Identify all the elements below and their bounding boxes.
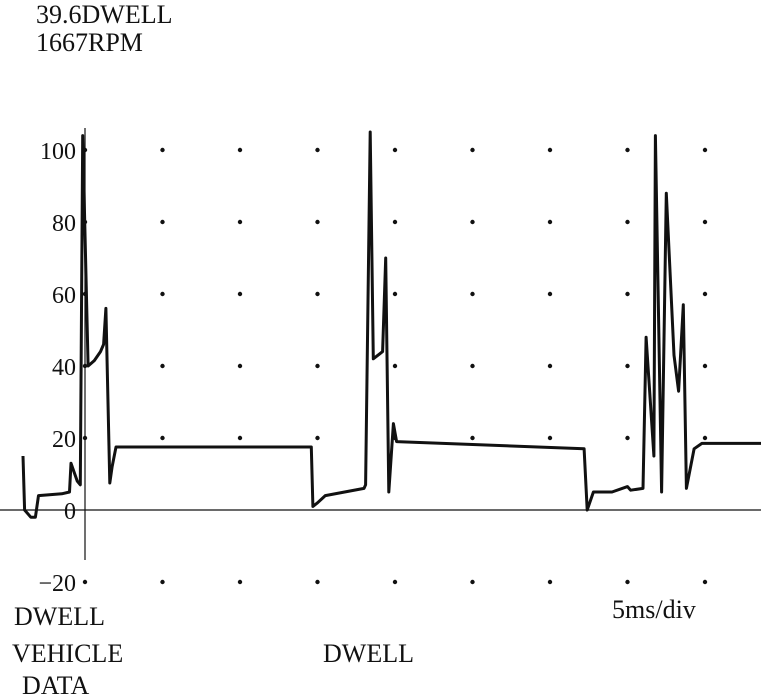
grid-dot [702,219,708,225]
dwell-center-label: DWELL [323,639,414,668]
grid-dot [237,291,243,297]
grid-dot [702,147,708,153]
y-tick-label: 20 [52,427,76,453]
rpm-readout: 1667RPM [36,28,143,57]
grid-dot [237,435,243,441]
grid-dot [160,147,165,153]
grid-dot [82,579,88,585]
grid-dot [702,291,708,297]
grid-dot [470,579,475,585]
grid-dot [315,291,320,297]
grid-dots [82,147,708,585]
trace-group [21,130,761,519]
grid-dot [160,291,165,297]
timebase-label: 5ms/div [612,595,696,624]
grid-dot [470,363,475,369]
grid-dot [547,435,553,441]
grid-dot [82,363,88,369]
grid-dot [315,147,320,153]
data-label: DATA [22,671,90,700]
grid-dot [470,219,475,225]
grid-dot [392,363,398,369]
y-tick-label: 60 [52,283,76,309]
grid-dot [625,363,630,369]
grid-dot [392,147,398,153]
grid-dot [702,363,708,369]
grid-dot [625,147,630,153]
grid-dot [237,219,243,225]
grid-dot [547,579,553,585]
grid-dot [315,435,320,441]
grid-dot [547,363,553,369]
grid-dot [392,579,398,585]
grid-dot [470,147,475,153]
grid-dot [702,579,708,585]
grid-dot [160,363,165,369]
y-tick-label: 0 [64,499,76,525]
grid-dot [470,435,475,441]
grid-dot [547,291,553,297]
dwell-vehicle-label: DWELL [14,602,105,631]
grid-dot [547,219,553,225]
grid-dot [237,363,243,369]
grid-dot [625,579,630,585]
grid-dot [625,219,630,225]
grid-dot [392,219,398,225]
grid-dot [315,363,320,369]
grid-dot [237,147,243,153]
grid-dot [392,291,398,297]
dwell-readout: 39.6DWELL [36,0,173,29]
y-tick-label: −20 [38,571,76,597]
y-tick-label: 40 [52,355,76,381]
grid-dot [82,435,88,441]
grid-dot [160,579,165,585]
y-tick-label: 100 [40,139,76,165]
grid-dot [315,219,320,225]
grid-dot [625,435,630,441]
grid-dot [160,219,165,225]
grid-dot [625,291,630,297]
grid-dot [547,147,553,153]
y-tick-label: 80 [52,211,76,237]
grid-dot [237,579,243,585]
vehicle-label: VEHICLE [12,639,124,668]
grid-dot [315,579,320,585]
waveform-trace [21,130,761,519]
grid-dot [160,435,165,441]
grid-dot [702,435,708,441]
y-tick-labels: 100 80 60 40 20 0 −20 [38,139,76,597]
grid-dot [470,291,475,297]
